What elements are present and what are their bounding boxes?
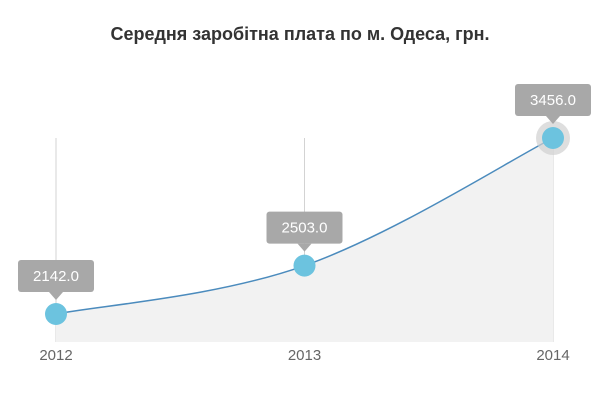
data-label-text: 3456.0: [530, 92, 576, 109]
data-label-box: [515, 84, 591, 116]
x-tick-label-2014: 2014: [536, 347, 569, 364]
data-label-text: 2503.0: [282, 220, 328, 237]
data-label-box: [18, 260, 94, 292]
data-label-2012: 2142.0: [18, 260, 94, 300]
chart-title: Середня заробітна плата по м. Одеса, грн…: [110, 24, 490, 44]
x-tick-label-2012: 2012: [39, 347, 72, 364]
data-label-pointer: [49, 292, 63, 300]
data-label-pointer: [297, 243, 312, 252]
data-point-2013[interactable]: [293, 254, 316, 277]
data-label-2014: 3456.0: [515, 84, 591, 124]
x-tick-label-2013: 2013: [288, 347, 321, 364]
data-label-pointer: [546, 116, 560, 124]
data-label-text: 2142.0: [33, 268, 79, 285]
data-labels: 2142.0 2503.0 3456.0: [18, 84, 591, 300]
data-point-2012[interactable]: [45, 303, 67, 325]
x-axis: 2012 2013 2014: [39, 347, 569, 364]
data-label-2013: 2503.0: [266, 211, 343, 252]
series-area: [56, 138, 553, 342]
data-point-2014[interactable]: [542, 127, 564, 149]
data-label-box: [266, 211, 343, 244]
data-points: [45, 121, 570, 325]
